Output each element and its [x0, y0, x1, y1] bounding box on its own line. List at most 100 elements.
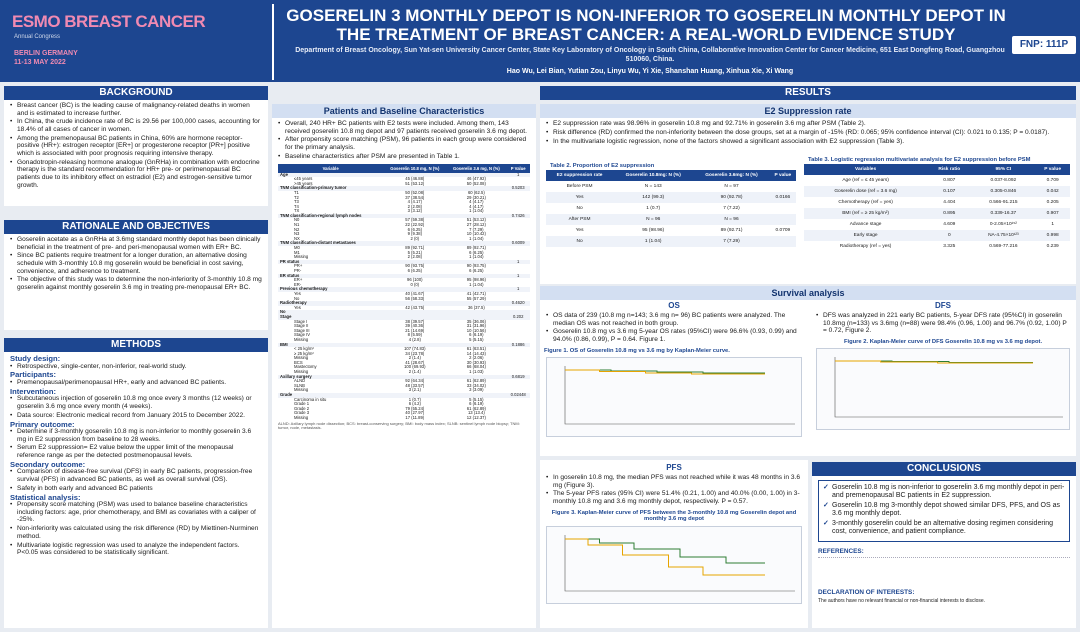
patients-section: Patients and Baseline Characteristics Ov…: [272, 104, 536, 628]
table-cell: 96 (100): [406, 277, 423, 283]
table-cell: 6 (6.25): [469, 249, 484, 255]
background-heading: BACKGROUND: [4, 86, 268, 100]
table-row: Age (ref = ≤ 45 years) 0.807 0.037-8.092 0.…: [804, 175, 1070, 186]
table-cell: 5 (5.15): [469, 396, 484, 402]
table-row: Stage IV 8 (5.59) 6 (6.19): [278, 333, 530, 338]
survival-section: Survival analysis OS OS data of 239 (10.…: [540, 286, 1076, 456]
interests-text: The authors have no relevant financial o…: [818, 598, 986, 604]
curve-3-6mg: [835, 360, 1033, 364]
table-cell: T3: [294, 199, 299, 205]
table-header-cell: Goserelin 10.8 mg, N (%): [383, 163, 447, 173]
table-cell: Yes: [575, 228, 584, 234]
table-cell: 1 (1.04): [469, 281, 484, 287]
table-cell: 40 (27.97): [405, 410, 425, 416]
table-cell: NX: [294, 235, 300, 241]
table-cell: < 25 kg/m²: [294, 346, 314, 352]
table-cell: 0.0166: [769, 192, 796, 204]
table-row: Yes 42 (43.75) 36 (37.5): [278, 305, 530, 311]
table-cell: Radiotherapy: [280, 300, 307, 306]
table-cell: [769, 214, 796, 226]
table-row: ER status 1: [278, 273, 530, 279]
e2-heading: E2 Suppression rate: [540, 104, 1076, 118]
table-cell: 0.998: [1035, 230, 1070, 242]
table-cell: 4 (4.17): [469, 203, 484, 209]
table-cell: TX: [294, 208, 300, 214]
bullet-item: Goserelin acetate as a GnRHa at 3.6mg st…: [10, 236, 262, 251]
table-cell: 90 (93.75): [466, 263, 486, 269]
table-cell: Age: [280, 171, 288, 177]
table-row: Radiotherapy 0.4620: [278, 301, 530, 306]
table-cell: No: [280, 309, 286, 315]
table-cell: Missing: [294, 355, 309, 361]
table-cell: 0.6819: [511, 373, 525, 379]
table-cell: 51 (53.12): [405, 180, 425, 186]
table-cell: 0.895: [927, 208, 972, 220]
bullet-item: Comparison of disease-free survival (DFS…: [10, 468, 262, 483]
table-cell: [770, 203, 796, 214]
bullet-item: Safety in both early and advanced BC pat…: [10, 485, 262, 493]
dfs-km-chart: [816, 348, 1070, 431]
table-cell: 0.042: [1035, 186, 1070, 198]
table-cell: N1: [294, 222, 300, 228]
table-cell: 27 (28.12): [466, 222, 486, 228]
table-row: M0 89 (92.71) 89 (92.71): [278, 245, 530, 251]
curve-3-6mg: [565, 538, 765, 576]
table-row: < 25 kg/m² 107 (74.83) 61 (63.51): [278, 346, 530, 352]
table-cell: 0.7426: [511, 212, 525, 218]
table2: E2 suppression rate Goserelin 10.8mg: N (…: [546, 170, 796, 248]
table-cell: 17 (11.89): [405, 415, 425, 420]
table-cell: N = 97: [724, 184, 739, 190]
table-row: No 1 (1.04) 7 (7.29): [546, 236, 796, 248]
table-header-cell: Goserelin 10.8mg: N (%): [613, 170, 694, 182]
dfs-caption: Figure 2. Kaplan-Meier curve of DFS Gose…: [843, 338, 1043, 345]
table-row: BMI 0.1886: [278, 341, 530, 348]
methods-list: Comparison of disease-free survival (DFS…: [10, 468, 262, 492]
table-cell: BMI: [280, 341, 288, 347]
table-cell: NA-4.75×10¹²³: [971, 230, 1036, 242]
methods-subheading: Study design:: [10, 354, 61, 363]
pfs-list: In goserelin 10.8 mg, the median PFS was…: [546, 474, 802, 506]
table-cell: 12 (12.37): [466, 415, 486, 420]
table-cell: 45 (46.88): [405, 176, 425, 182]
table-row: TX 3 (3.12) 1 (1.04): [278, 209, 530, 214]
table-cell: No: [576, 206, 583, 212]
table-cell: Age (ref = ≤ 45 years): [842, 178, 889, 184]
table-cell: Axillary surgery: [280, 373, 312, 379]
table-cell: N3: [294, 231, 300, 237]
table-row: Missing 17 (11.89) 12 (12.37): [278, 415, 530, 421]
table-cell: SLNB: [294, 382, 305, 388]
conclusions-list: Goserelin 10.8 mg is non-inferior to gos…: [823, 484, 1065, 536]
table-cell: 2 (1.4): [408, 355, 421, 361]
table-row: TNM classification-regional lymph nodes 0…: [278, 212, 530, 219]
curve-10-8mg: [565, 369, 765, 374]
table-row: T2 37 (38.54) 29 (30.21): [278, 195, 530, 201]
table-row: >45 years 51 (53.12) 50 (52.08): [278, 180, 530, 187]
table-header-cell: P value: [769, 170, 796, 182]
methods-list: Premenopausal/perimenopausal HR+, early …: [10, 379, 262, 387]
table-row: Grade 0.02448: [278, 392, 530, 398]
table-cell: ER+: [294, 277, 303, 283]
interests-heading: DECLARATION OF INTERESTS:: [818, 589, 915, 596]
chart-axes: [564, 534, 795, 591]
table-cell: 3.325: [943, 244, 956, 250]
table-header-cell: 95% CI: [971, 164, 1036, 176]
chart-axes: [564, 366, 795, 425]
table-cell: N0: [294, 217, 300, 223]
table-cell: 61 (62.89): [466, 405, 486, 411]
bullet-item: Among the premenopausal BC patients in C…: [10, 135, 262, 158]
table-cell: 9 (9.38): [407, 231, 422, 237]
table-cell: ALND: [294, 378, 306, 384]
bullet-item: The objective of this study was to deter…: [10, 276, 262, 291]
table-row: No 56 (58.33) 55 (57.29): [278, 296, 530, 302]
table-cell: ≥ 25 kg/m²: [294, 350, 314, 356]
bullet-item: In the multivariate logistic regression,…: [546, 138, 1070, 146]
table-cell: 1: [517, 286, 520, 292]
table-cell: 22 (22.92): [405, 222, 425, 228]
table-cell: 6 (6.25): [469, 268, 484, 273]
table-cell: 33 (34.02): [466, 382, 486, 388]
table-row: T4 2 (2.08) 4 (4.17): [278, 203, 530, 210]
table-cell: 7 (7.29): [693, 236, 770, 248]
affiliation: Department of Breast Oncology, Sun Yat-s…: [295, 47, 1005, 63]
references-heading: REFERENCES:: [818, 548, 864, 555]
